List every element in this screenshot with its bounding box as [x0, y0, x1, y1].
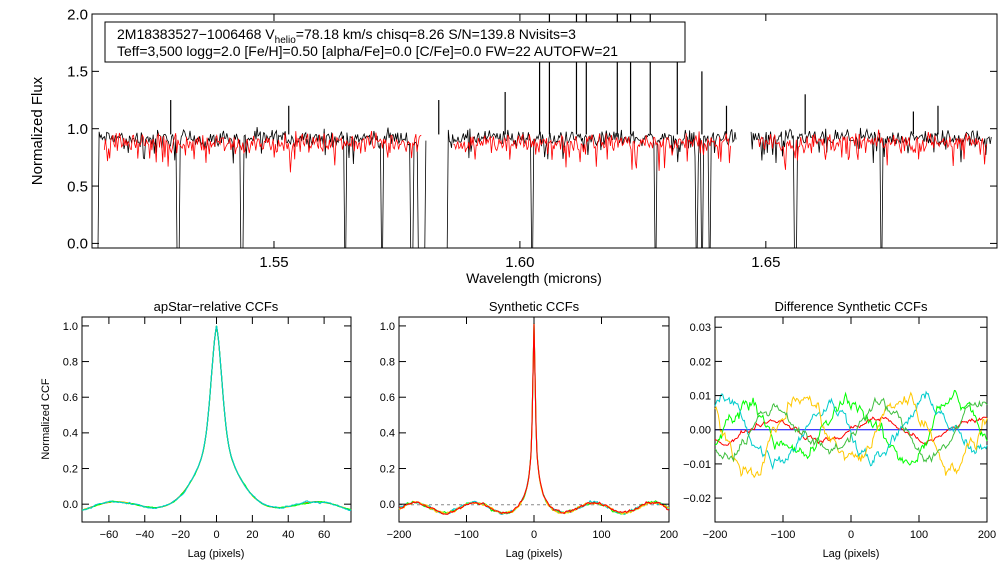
synthetic-ccf-series-line	[398, 324, 670, 516]
synthetic-ccf-title: Synthetic CCFs	[489, 299, 580, 314]
apstar-ccf-y-tick-label: 1.0	[63, 321, 78, 333]
observed-spectrum-line	[750, 127, 992, 249]
synthetic-ccf-axes: −200 −100 0 100 200 0.0 0.2 0.4 0.6 0.8 1.0	[380, 317, 678, 541]
synthetic-ccf-y-tick-label: 0.2	[380, 463, 395, 475]
info-line-2: Teff=3,500 logg=2.0 [Fe/H]=0.50 [alpha/F…	[117, 43, 618, 59]
spectrum-y-tick-label: 0.0	[67, 236, 88, 253]
apstar-ccf-series-line	[81, 325, 352, 511]
synthetic-spectrum-line	[103, 130, 422, 173]
spectrum-y-tick-label: 1.5	[67, 64, 88, 81]
spectrum-y-tick-label: 1.0	[67, 121, 88, 138]
synthetic-ccf-x-label: Lag (pixels)	[506, 548, 563, 560]
apstar-ccf-frame	[81, 316, 352, 523]
info-line-1-prefix: 2M18383527−1006468 V	[117, 26, 275, 42]
difference-ccf-data	[714, 389, 988, 479]
spectrum-y-tick-label: 0.5	[67, 178, 88, 195]
apstar-ccf-series-line	[81, 325, 352, 511]
synthetic-ccf-x-tick-label: −100	[454, 529, 479, 541]
info-box	[104, 21, 686, 63]
info-line-1-suffix: =78.18 km/s chisq=8.26 S/N=139.8 Nvisits…	[296, 26, 576, 42]
info-line-1: 2M18383527−1006468 Vhelio=78.18 km/s chi…	[117, 26, 576, 46]
difference-ccf-y-tick-label: −0.01	[683, 459, 711, 471]
synthetic-ccf-x-tick-label: −200	[387, 529, 412, 541]
info-line-1-subscript: helio	[275, 35, 297, 46]
apstar-ccf-panel: apStar−relative CCFs −60 −40 −20 0 20 40 60 0.0…	[40, 299, 352, 560]
difference-ccf-x-tick-label: −100	[771, 529, 796, 541]
spectrum-axes: 1.55 1.60 1.65 0.0 0.5 1.0 1.5 2.0	[67, 6, 997, 271]
spectrum-panel: 1.55 1.60 1.65 0.0 0.5 1.0 1.5 2.0 2M18383527−1…	[29, 6, 998, 286]
apstar-ccf-axes: −60 −40 −20 0 20 40 60 0.0 0.2 0.4 0.6 0.8 1.0	[63, 317, 351, 541]
difference-ccf-panel: Difference Synthetic CCFs −200 −100 0 100 20…	[683, 299, 996, 560]
difference-ccf-x-tick-label: −200	[703, 529, 728, 541]
difference-ccf-x-tick-label: 200	[978, 529, 996, 541]
difference-ccf-x-label: Lag (pixels)	[823, 548, 880, 560]
apstar-ccf-x-tick-label: −60	[100, 529, 119, 541]
difference-ccf-y-tick-label: 0.03	[690, 322, 711, 334]
apstar-ccf-series-line	[81, 325, 352, 511]
difference-ccf-y-tick-label: 0.00	[690, 425, 711, 437]
difference-ccf-axes: −200 −100 0 100 200 −0.02 −0.01 0.00 0.01 0.02 0.0…	[683, 317, 996, 541]
synthetic-spectrum-line	[453, 131, 731, 171]
difference-ccf-x-tick-label: 100	[910, 529, 928, 541]
spectrum-x-tick-label: 1.65	[751, 254, 780, 271]
difference-ccf-series-line	[714, 391, 988, 479]
apstar-ccf-x-tick-label: −20	[171, 529, 190, 541]
apstar-ccf-x-tick-label: 0	[213, 529, 219, 541]
apstar-ccf-y-tick-label: 0.4	[63, 428, 78, 440]
apstar-ccf-y-tick-label: 0.2	[63, 463, 78, 475]
apstar-ccf-title: apStar−relative CCFs	[154, 299, 279, 314]
apstar-ccf-x-tick-label: 20	[246, 529, 258, 541]
apstar-ccf-x-tick-label: 60	[318, 529, 330, 541]
synthetic-ccf-y-tick-label: 0.6	[380, 392, 395, 404]
synthetic-ccf-x-tick-label: 0	[531, 529, 537, 541]
apstar-ccf-y-tick-label: 0.0	[63, 499, 78, 511]
difference-ccf-y-tick-label: −0.02	[683, 493, 711, 505]
synthetic-ccf-x-tick-label: 200	[660, 529, 678, 541]
spectrum-y-tick-label: 2.0	[67, 6, 88, 23]
apstar-ccf-x-tick-label: 40	[282, 529, 294, 541]
synthetic-ccf-x-tick-label: 100	[592, 529, 610, 541]
synthetic-spectrum-line	[758, 129, 988, 170]
apstar-ccf-x-tick-label: −40	[135, 529, 154, 541]
spectrum-x-tick-label: 1.55	[259, 254, 288, 271]
synthetic-ccf-y-tick-label: 0.0	[380, 499, 395, 511]
apstar-ccf-y-tick-label: 0.6	[63, 392, 78, 404]
spectrum-y-label: Normalized Flux	[29, 76, 46, 185]
difference-ccf-series-line	[714, 416, 988, 446]
difference-ccf-y-tick-label: 0.01	[690, 390, 711, 402]
synthetic-ccf-y-tick-label: 0.8	[380, 356, 395, 368]
difference-ccf-y-tick-label: 0.02	[690, 356, 711, 368]
spectrum-plot-frame	[91, 13, 998, 249]
difference-ccf-series-line	[714, 396, 988, 464]
observed-spectrum-line	[96, 126, 427, 249]
difference-ccf-x-tick-label: 0	[848, 529, 854, 541]
synthetic-ccf-y-tick-label: 0.4	[380, 428, 395, 440]
synthetic-ccf-panel: Synthetic CCFs −200 −100 0 100 200 0.0 0.2 0.4 0…	[380, 299, 678, 560]
synthetic-ccf-y-tick-label: 1.0	[380, 321, 395, 333]
difference-ccf-frame	[714, 316, 988, 523]
apstar-ccf-data	[81, 325, 352, 512]
spectrum-x-tick-label: 1.60	[505, 254, 534, 271]
difference-ccf-title: Difference Synthetic CCFs	[775, 299, 928, 314]
spectrum-x-label: Wavelength (microns)	[466, 270, 602, 286]
apstar-ccf-y-tick-label: 0.8	[63, 356, 78, 368]
apstar-ccf-y-label: Normalized CCF	[40, 378, 52, 460]
difference-ccf-series-line	[714, 389, 988, 466]
difference-ccf-series-line	[714, 390, 988, 471]
synthetic-ccf-data	[398, 322, 670, 516]
observed-spectrum-line	[446, 128, 737, 249]
apstar-ccf-x-label: Lag (pixels)	[188, 548, 245, 560]
apstar-ccf-series-line	[81, 325, 352, 512]
